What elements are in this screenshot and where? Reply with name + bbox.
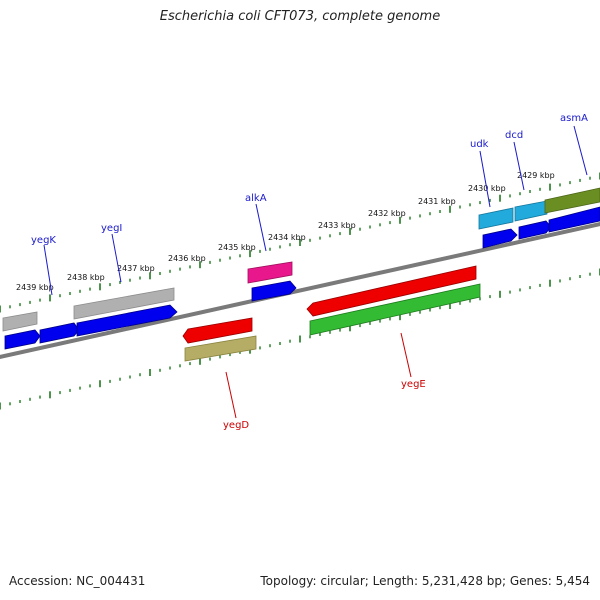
leader-alkA [255,203,267,252]
gene-feature-f16[interactable] [306,265,477,317]
gene-label-asmA[interactable]: asmA [560,113,588,124]
gene-label-alkA[interactable]: alkA [245,193,267,204]
gene-feature-f7[interactable] [251,280,297,302]
gene-label-yegK[interactable]: yegK [31,235,56,246]
scale-label-2439: 2439 kbp [16,283,54,292]
map-title: Escherichia coli CFT073, complete genome [159,9,441,24]
gene-feature-f1[interactable] [2,311,38,332]
scale-label-2437: 2437 kbp [117,264,155,273]
gene-feature-f17[interactable] [309,283,481,336]
accession-label: Accession: NC_004431 [9,574,146,588]
gene-feature-f3[interactable] [39,322,80,344]
gene-label-yegI[interactable]: yegI [101,223,122,234]
gene-feature-f4[interactable] [73,287,175,320]
leader-yegK [43,244,53,296]
gene-feature-f8[interactable] [478,207,514,230]
genome-summary-label: Topology: circular; Length: 5,231,428 bp… [260,574,590,588]
leader-dcd [513,141,525,191]
scale-label-2429: 2429 kbp [517,171,555,180]
gene-label-yegD[interactable]: yegD [223,420,249,431]
leader-yegE [400,332,412,378]
scale-label-2432: 2432 kbp [368,209,406,218]
gene-feature-f2[interactable] [4,329,41,350]
gene-label-dcd[interactable]: dcd [505,130,523,141]
scale-label-2431: 2431 kbp [418,197,456,206]
leader-yegI [111,233,122,283]
gene-feature-f11[interactable] [482,228,518,249]
lower-scale-track [0,268,600,410]
leader-udk [479,150,491,208]
leader-yegD [225,371,237,419]
scale-label-2434: 2434 kbp [268,233,306,242]
gene-feature-f10[interactable] [544,187,600,214]
genome-backbone [0,222,600,359]
upper-scale-track [0,172,600,313]
gene-feature-f9[interactable] [514,200,548,222]
gene-feature-f15[interactable] [184,335,257,362]
gene-feature-f12[interactable] [518,220,552,240]
leader-asmA [573,125,588,176]
scale-label-2436: 2436 kbp [168,254,206,263]
scale-label-2438: 2438 kbp [67,273,105,282]
scale-label-2433: 2433 kbp [318,221,356,230]
gene-feature-f5[interactable] [76,304,178,337]
gene-feature-f14[interactable] [182,317,253,344]
gene-feature-f6[interactable] [247,261,293,284]
gene-label-yegE[interactable]: yegE [401,379,426,390]
gene-label-udk[interactable]: udk [470,139,489,150]
scale-label-2435: 2435 kbp [218,243,256,252]
gene-feature-f13[interactable] [548,206,600,233]
